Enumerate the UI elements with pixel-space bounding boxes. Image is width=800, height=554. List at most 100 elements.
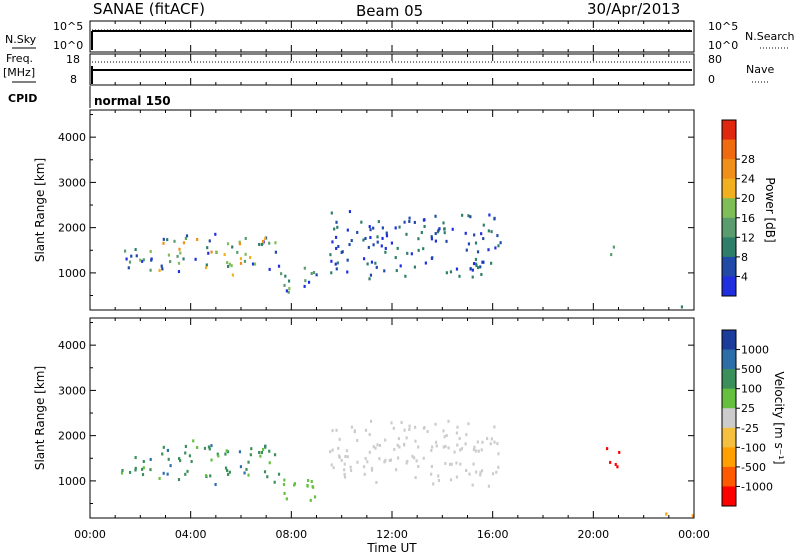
power-cell <box>142 258 145 262</box>
velocity-cell <box>481 440 484 444</box>
velocity-cell <box>388 459 391 463</box>
velocity-cell <box>618 450 621 454</box>
power-cell <box>394 226 397 230</box>
velocity-cell <box>353 430 356 434</box>
power-cell <box>455 267 459 271</box>
velocity-cell <box>330 463 333 467</box>
power-colorbar-swatch <box>722 139 736 160</box>
velocity-cell <box>444 444 447 448</box>
power-cell <box>128 260 132 264</box>
velocity-cell <box>356 438 359 442</box>
time-tick-label: 16:00 <box>477 528 509 541</box>
velocity-cell <box>414 476 417 480</box>
velocity-cell <box>207 445 211 449</box>
power-colorbar-swatch <box>722 178 736 199</box>
cpid-value: normal 150 <box>94 94 171 108</box>
velocity-cell <box>474 449 478 453</box>
velocity-cell <box>356 460 359 464</box>
power-cell <box>249 255 252 259</box>
velocity-cell <box>614 462 617 466</box>
power-cell <box>438 227 441 231</box>
time-axis: 00:00 04:00 08:00 12:00 16:00 20:00 00:00 <box>74 21 710 541</box>
velocity-cell <box>210 444 213 448</box>
power-cell <box>360 220 363 224</box>
velocity-cell <box>368 450 371 454</box>
power-cell <box>161 267 164 271</box>
power-cell <box>330 259 333 263</box>
power-cell <box>451 227 454 231</box>
velocity-cell <box>263 470 267 474</box>
velocity-cell <box>465 469 468 473</box>
power-cell <box>374 261 377 265</box>
velocity-cell <box>378 457 381 461</box>
velocity-cell <box>208 447 211 451</box>
velocity-cell <box>455 475 459 479</box>
power-cell <box>362 257 366 261</box>
velocity-cell <box>471 483 474 487</box>
power-cell <box>335 220 338 224</box>
power-cell <box>167 253 171 257</box>
velocity-cell <box>149 468 152 472</box>
power-cell <box>367 245 370 249</box>
power-cell <box>226 242 230 246</box>
velocity-cell <box>312 485 315 489</box>
power-cell <box>239 257 243 261</box>
velocity-cell <box>413 456 416 460</box>
time-tick-label: 12:00 <box>376 528 408 541</box>
power-cell <box>424 261 427 265</box>
power-cell <box>408 216 411 220</box>
nave-tick-low: 0 <box>708 73 715 86</box>
power-cell <box>333 227 336 231</box>
power-colorbar-swatch <box>722 159 736 180</box>
velocity-cell <box>430 464 433 468</box>
velocity-cell <box>273 480 276 484</box>
power-cell <box>420 231 423 235</box>
velocity-cell <box>405 461 408 465</box>
velocity-colorbar-tick-label: 1000 <box>741 344 769 357</box>
power-cell <box>430 235 433 239</box>
power-colorbar-tick-label: 24 <box>741 173 755 186</box>
power-cell <box>231 273 234 277</box>
velocity-colorbar: 1000 500 100 25 -25 -100 -500 -1000 <box>721 329 773 507</box>
velocity-cell <box>250 447 253 451</box>
power-cell <box>431 256 434 260</box>
velocity-cell <box>343 468 346 472</box>
velocity-cell <box>247 473 250 477</box>
power-cell <box>261 241 265 245</box>
nsearch-label: N.Search <box>745 30 795 43</box>
power-cell <box>123 249 127 253</box>
velocity-cell <box>489 442 492 446</box>
velocity-cell <box>496 442 499 446</box>
velocity-cell <box>487 484 491 488</box>
power-cell <box>346 270 349 274</box>
power-cell <box>334 235 338 239</box>
power-cell <box>346 228 349 232</box>
velocity-cell <box>437 474 440 478</box>
power-cell <box>381 236 384 240</box>
power-cell <box>334 262 337 266</box>
power-cell <box>303 284 306 288</box>
velocity-colorbar-tick-label: -500 <box>741 461 766 474</box>
power-cell <box>214 232 217 236</box>
power-cell <box>238 242 242 246</box>
velocity-cell <box>400 420 403 424</box>
power-cell <box>458 274 461 278</box>
velocity-cell <box>476 440 479 444</box>
power-cell <box>264 236 267 240</box>
velocity-cell <box>283 478 286 482</box>
velocity-cell <box>249 453 252 457</box>
velocity-cell <box>209 474 212 478</box>
power-cell <box>335 246 338 250</box>
power-cell <box>471 268 474 272</box>
power-cell <box>196 238 199 242</box>
velocity-cell <box>167 457 170 461</box>
power-cell <box>258 242 261 246</box>
velocity-cell <box>228 470 231 474</box>
power-cell <box>260 242 264 246</box>
velocity-cell <box>472 448 476 452</box>
power-yticks: 1000 2000 3000 4000 <box>58 114 694 297</box>
power-cell <box>335 267 338 271</box>
power-cell <box>149 268 152 272</box>
velocity-cell <box>363 472 366 476</box>
velocity-cell <box>497 465 500 469</box>
